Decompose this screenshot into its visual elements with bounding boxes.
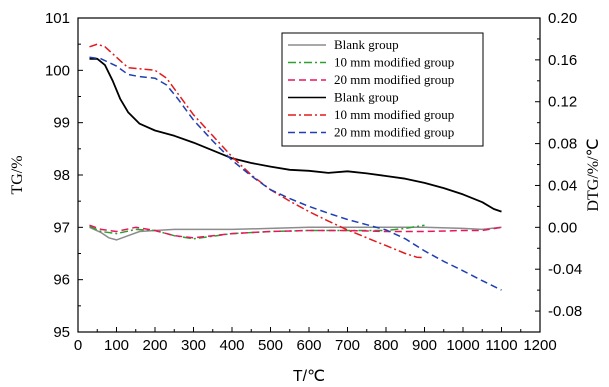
x-tick-label: 700 [335, 337, 360, 354]
x-tick-label: 200 [142, 337, 167, 354]
legend-entry-label: Blank group [334, 37, 399, 52]
x-tick-label: 800 [373, 337, 398, 354]
y-right-tick-label: 0.12 [548, 94, 577, 111]
y-right-tick-label: 0.00 [548, 219, 577, 236]
series-line-3 [89, 224, 502, 239]
x-tick-label: 400 [219, 337, 244, 354]
y-left-tick-label: 99 [53, 115, 70, 132]
y-right-tick-label: 0.04 [548, 177, 577, 194]
legend-entry-label: 10 mm modified group [334, 107, 454, 122]
x-axis-title: T/℃ [293, 368, 325, 385]
y-left-axis-title: TG/% [9, 155, 26, 194]
x-tick-label: 900 [412, 337, 437, 354]
y-left-tick-label: 96 [53, 272, 70, 289]
series-layer [89, 43, 502, 291]
y-right-axis-title: DTG/%/℃ [585, 138, 602, 211]
x-tick-label: 1200 [523, 337, 556, 354]
legend: Blank group 10 mm modified group 20 mm mod… [281, 32, 484, 147]
y-left-tick-label: 95 [53, 324, 70, 341]
x-tick-label: 1100 [485, 337, 517, 354]
y-left-tick-label: 98 [53, 167, 70, 184]
series-line-2 [89, 224, 425, 240]
x-tick-label: 100 [104, 337, 129, 354]
y-right-tick-label: 0.16 [548, 52, 577, 69]
series-line-5 [89, 43, 425, 259]
y-left-tick-label: 100 [45, 62, 70, 79]
y-right-tick-label: 0.20 [548, 10, 577, 27]
x-tick-label: 300 [181, 337, 206, 354]
legend-entry-label: 10 mm modified group [334, 55, 454, 70]
y-right-tick-label: 0.08 [548, 136, 577, 153]
y-left-tick-label: 97 [53, 219, 70, 236]
x-tick-label: 500 [258, 337, 283, 354]
series-line-1 [89, 226, 502, 241]
y-right-tick-label: -0.08 [548, 303, 582, 320]
y-right-tick-label: -0.04 [548, 261, 582, 278]
x-tick-label: 600 [296, 337, 321, 354]
legend-entry-label: 20 mm modified group [334, 125, 454, 140]
x-tick-label: 0 [74, 337, 82, 354]
legend-entry-label: 20 mm modified group [334, 72, 454, 87]
series-line-6 [89, 56, 502, 291]
x-tick-label: 1000 [446, 337, 479, 354]
axes-layer: 0 100 200 300 400 500 600 700 800 900 1000 1100 1200… [45, 10, 582, 354]
y-left-tick-label: 101 [45, 10, 70, 27]
legend-entry-label: Blank group [334, 90, 399, 105]
series-line-4 [89, 57, 502, 213]
legend-box [281, 32, 484, 147]
